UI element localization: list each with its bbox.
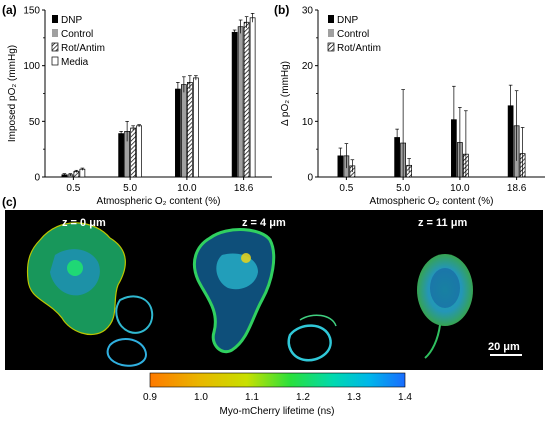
y-tick-label: 0 <box>307 173 313 184</box>
z-label-4: z = 4 μm <box>242 217 286 229</box>
x-tick-label: 10.0 <box>177 183 197 194</box>
legend-a-item-dnp: DNP <box>61 15 82 26</box>
colorbar-tick: 1.2 <box>296 392 310 403</box>
colorbar: 0.9 1.0 1.1 1.2 1.3 1.4 Myo-mCherry life… <box>143 372 412 417</box>
legend-b-item-control: Control <box>337 29 369 40</box>
legend-swatch-control <box>52 29 58 37</box>
scale-bar-label: 20 μm <box>488 341 520 353</box>
cell-z0-small-1 <box>115 295 154 334</box>
bar-rotantim <box>130 127 136 178</box>
cell-z0-nucleus <box>67 260 83 276</box>
bar-media <box>136 125 142 178</box>
legend-b-swatch-dnp <box>328 15 334 23</box>
x-tick-label: 5.0 <box>396 183 410 194</box>
legend-swatch-rotantim <box>51 42 59 52</box>
bar-control <box>237 26 244 178</box>
cell-z11-tail <box>424 324 441 359</box>
cell-z4-small-2 <box>299 314 337 327</box>
bar-rotantim <box>187 82 193 178</box>
bar-dnp <box>175 88 181 178</box>
y-tick-label: 0 <box>34 173 40 184</box>
colorbar-tick: 1.0 <box>194 392 208 403</box>
bar-media <box>249 17 256 178</box>
bar-media <box>193 77 199 178</box>
bar-dnp <box>231 31 238 178</box>
y-tick-label: 10 <box>302 117 314 128</box>
legend-a-item-rotantim: Rot/Antim <box>61 43 105 54</box>
colorbar-tick: 1.1 <box>245 392 259 403</box>
y-tick-label: 100 <box>23 61 40 72</box>
bar-control <box>181 84 187 178</box>
x-axis-label: Atmospheric O₂ content (%) <box>97 196 221 207</box>
legend-a-item-media: Media <box>61 57 89 68</box>
x-tick-label: 10.0 <box>450 183 470 194</box>
y-tick-label: 20 <box>302 61 314 72</box>
colorbar-label: Myo-mCherry lifetime (ns) <box>219 406 334 417</box>
cell-z4-small-1 <box>287 324 332 362</box>
bar-rotantim <box>243 21 250 178</box>
y-axis-label: Imposed pO₂ (mmHg) <box>7 45 18 142</box>
x-tick-label: 18.6 <box>234 183 254 194</box>
legend-b: DNP Control Rot/Antim <box>327 15 381 54</box>
x-tick-label: 0.5 <box>66 183 80 194</box>
cell-z4-bright-spot <box>241 253 251 263</box>
x-tick-label: 0.5 <box>339 183 353 194</box>
z-label-0: z = 0 μm <box>62 217 106 229</box>
microscopy-image: z = 0 μm z = 4 μm z = 11 μm 20 μm <box>5 210 543 370</box>
bar-media <box>79 168 86 178</box>
panel-b-letter: (b) <box>274 3 289 17</box>
x-tick-label: 5.0 <box>123 183 137 194</box>
colorbar-gradient <box>149 372 406 388</box>
scale-bar <box>490 354 522 356</box>
chart-a: 0 50 100 150 0.5 5.0 10.0 18.6 Atmospheric O₂ co… <box>7 6 272 207</box>
y-tick-label: 50 <box>29 117 41 128</box>
bar-dnp <box>118 133 124 178</box>
legend-a: DNP Control Rot/Antim Media <box>51 15 105 68</box>
panel-c-letter: (c) <box>2 195 17 209</box>
cell-z11-interior <box>430 268 460 308</box>
z-label-11: z = 11 μm <box>418 217 467 229</box>
panel-a-letter: (a) <box>2 3 17 17</box>
cell-z4-main <box>193 228 276 354</box>
legend-swatch-media <box>51 56 59 66</box>
colorbar-tick: 0.9 <box>143 392 157 403</box>
legend-b-swatch-control <box>328 29 334 37</box>
legend-a-item-control: Control <box>61 29 93 40</box>
colorbar-tick: 1.3 <box>347 392 361 403</box>
x-tick-label: 18.6 <box>507 183 527 194</box>
cell-z0-small-2 <box>106 338 147 367</box>
x-axis-label: Atmospheric O₂ content (%) <box>370 196 494 207</box>
y-tick-label: 30 <box>302 6 314 17</box>
y-tick-label: 150 <box>23 6 40 17</box>
legend-swatch-dnp <box>52 15 58 23</box>
legend-b-swatch-rotantim <box>327 42 335 52</box>
legend-b-item-rotantim: Rot/Antim <box>337 43 381 54</box>
y-axis-label: Δ pO₂ (mmHg) <box>280 61 291 126</box>
colorbar-tick: 1.4 <box>398 392 412 403</box>
legend-b-item-dnp: DNP <box>337 15 358 26</box>
chart-b: 0 10 20 30 0.5 5.0 10.0 18.6 Atmospheric O₂ cont… <box>280 6 545 207</box>
